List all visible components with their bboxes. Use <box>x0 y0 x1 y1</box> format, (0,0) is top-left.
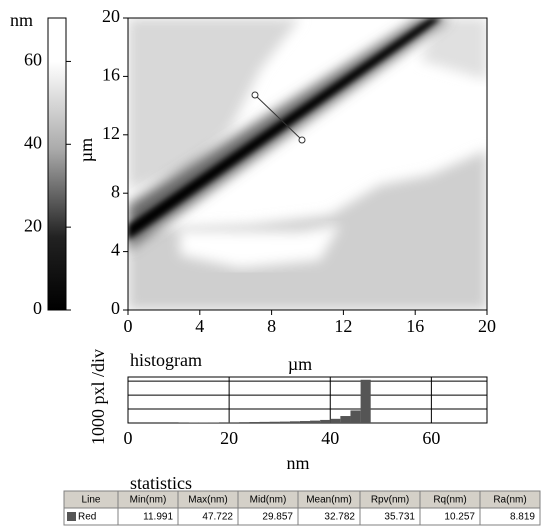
header-cell: Mid(nm) <box>250 495 287 506</box>
y-tick-label: 4 <box>111 240 120 260</box>
y-tick-label: 8 <box>111 181 120 201</box>
histogram-bar <box>340 416 351 423</box>
x-axis-label: µm <box>288 354 312 374</box>
histogram-x-tick-label: 20 <box>220 428 238 448</box>
x-tick-label: 4 <box>195 316 204 336</box>
colorbar <box>47 17 67 311</box>
header-cell: Min(nm) <box>130 495 167 506</box>
x-tick-label: 12 <box>334 316 352 336</box>
header-cell: Line <box>82 495 101 506</box>
histogram-bar <box>229 422 240 423</box>
header-cell: Ra(nm) <box>493 495 526 506</box>
colorbar-label: nm <box>10 10 33 30</box>
table-cell: 8.819 <box>510 512 535 523</box>
histogram-bar <box>208 422 220 423</box>
colorbar-tick-label: 20 <box>24 215 42 235</box>
x-tick-label: 0 <box>124 316 133 336</box>
histogram-bar <box>259 421 270 423</box>
histogram-x-tick-label: 60 <box>422 428 440 448</box>
y-tick-label: 20 <box>102 6 120 26</box>
image-frame <box>127 17 488 311</box>
table-cell: 10.257 <box>444 512 475 523</box>
header-cell: Rpv(nm) <box>371 495 409 506</box>
histogram-y-label: 1000 pxl /div <box>88 349 108 445</box>
header-cell: Rq(nm) <box>433 495 466 506</box>
histogram-bar <box>269 421 280 423</box>
histogram-bar <box>289 421 300 423</box>
histogram-bar <box>239 422 250 423</box>
histogram-title: histogram <box>130 350 202 370</box>
afm-image <box>128 18 487 310</box>
line-color-swatch <box>67 512 76 521</box>
histogram-frame <box>127 376 488 424</box>
histogram-x-label: nm <box>286 453 309 473</box>
histogram-bar <box>249 422 260 423</box>
histogram-bar <box>310 420 321 423</box>
histogram-bar <box>219 422 230 423</box>
header-cell: Max(nm) <box>188 495 227 506</box>
y-tick-label: 16 <box>102 65 120 85</box>
statistics-title: statistics <box>130 473 192 493</box>
colorbar-tick-label: 60 <box>24 50 42 70</box>
y-axis-label: µm <box>76 138 96 162</box>
y-tick-label: 12 <box>102 123 120 143</box>
histogram-x-tick-label: 40 <box>321 428 339 448</box>
histogram-bar <box>279 421 290 423</box>
table-cell: 47.722 <box>202 512 233 523</box>
x-tick-label: 20 <box>478 316 496 336</box>
table-cell: 35.731 <box>384 512 415 523</box>
table-cell: Red <box>78 512 96 523</box>
table-cell: 29.857 <box>262 512 293 523</box>
histogram-bar <box>320 419 331 423</box>
table-cell: 32.782 <box>324 512 355 523</box>
histogram-x-tick-label: 0 <box>124 428 133 448</box>
header-cell: Mean(nm) <box>306 495 352 506</box>
histogram-bar <box>360 379 371 423</box>
colorbar-tick-label: 40 <box>24 132 42 152</box>
histogram-bar <box>350 410 361 423</box>
table-cell: 11.991 <box>143 512 173 523</box>
histogram-bar <box>330 418 341 423</box>
y-tick-label: 0 <box>111 298 120 318</box>
x-tick-label: 16 <box>406 316 424 336</box>
colorbar-tick-label: 0 <box>33 298 42 318</box>
histogram-bar <box>299 421 311 423</box>
statistics-table: Line Min(nm) Max(nm) Mid(nm) Mean(nm) Rpv(nm)… <box>63 490 541 526</box>
x-tick-label: 8 <box>267 316 276 336</box>
